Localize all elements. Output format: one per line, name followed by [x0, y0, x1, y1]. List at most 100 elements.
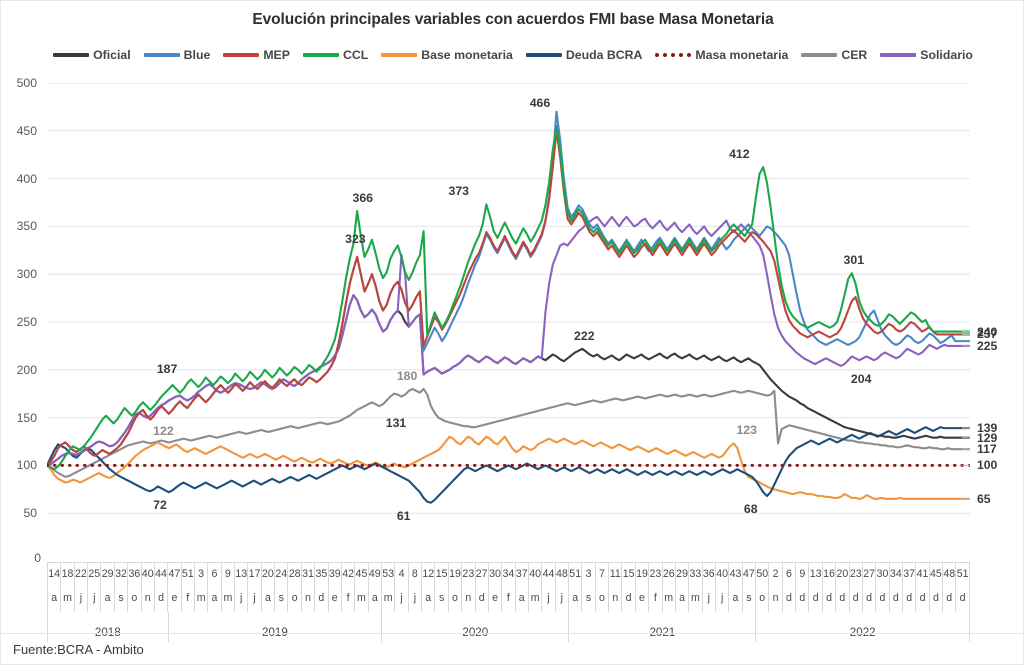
x-axis-month-cell: d — [808, 584, 821, 612]
x-axis-month-cell: d — [821, 584, 835, 612]
x-axis-week-cell: 37 — [902, 562, 916, 584]
legend-item-oficial[interactable]: Oficial — [53, 49, 131, 61]
x-axis-month-cell: d — [955, 584, 970, 612]
x-axis-week-cell: 20 — [260, 562, 275, 584]
legend-label: MEP — [263, 48, 290, 62]
x-axis-week-cell: 47 — [167, 562, 181, 584]
x-axis-month-cell: d — [915, 584, 928, 612]
legend-item-base-monetaria[interactable]: Base monetaria — [381, 49, 513, 61]
x-axis-week-cell: 6 — [207, 562, 221, 584]
legend-item-ccl[interactable]: CCL — [302, 49, 368, 61]
x-axis-week-cell: 37 — [514, 562, 528, 584]
x-axis-month-cell: a — [207, 584, 220, 612]
x-axis-week-cell: 34 — [888, 562, 902, 584]
right-value-label: 129 — [977, 430, 998, 445]
data-annotation: 187 — [156, 362, 178, 377]
x-axis-month-cell: m — [354, 584, 367, 612]
data-annotation: 323 — [345, 232, 366, 247]
right-value-label: 100 — [977, 458, 998, 473]
x-axis-month-cell: e — [487, 584, 501, 612]
legend-label: Oficial — [93, 48, 131, 62]
x-axis-week-cell: 47 — [741, 562, 756, 584]
x-axis-month-cell: o — [755, 584, 768, 612]
x-axis-month-cell: d — [621, 584, 634, 612]
y-axis-tick-label: 400 — [16, 171, 37, 186]
y-axis-tick-label: 300 — [16, 267, 37, 282]
x-axis-month-cell: j — [407, 584, 421, 612]
x-axis-week-cell: 42 — [340, 562, 355, 584]
x-axis-month-cell: s — [113, 584, 127, 612]
series-line-deuda-bcra — [47, 426, 970, 504]
x-axis-month-cell: a — [367, 584, 381, 612]
legend-label: CER — [841, 48, 868, 62]
x-axis-week-cell: 19 — [634, 562, 649, 584]
x-axis-month-cell: j — [554, 584, 568, 612]
plot-svg — [47, 83, 970, 514]
legend-swatch-icon — [801, 53, 838, 58]
x-axis-month-cell: e — [327, 584, 341, 612]
data-annotation: 466 — [529, 95, 551, 110]
y-axis-tick-label: 450 — [16, 123, 37, 138]
x-axis-week-cell: 40 — [140, 562, 154, 584]
x-axis-week-cell: 9 — [795, 562, 809, 584]
legend-item-deuda-bcra[interactable]: Deuda BCRA — [525, 49, 642, 61]
legend-item-cer[interactable]: CER — [801, 49, 867, 61]
x-axis-week-cell: 30 — [875, 562, 889, 584]
x-axis-month-cell: f — [648, 584, 661, 612]
legend-item-masa-monetaria[interactable]: Masa monetaria — [655, 49, 788, 61]
x-axis-month-cell: n — [608, 584, 621, 612]
x-axis-month-cell: a — [728, 584, 741, 612]
legend-label: Solidario — [920, 48, 973, 62]
x-axis-week-cell: 30 — [487, 562, 502, 584]
x-axis-month-cell: d — [474, 584, 488, 612]
chart-title: Evolución principales variables con acue… — [252, 11, 774, 28]
x-axis-week-cell: 45 — [928, 562, 943, 584]
x-axis-month-cell: f — [180, 584, 194, 612]
x-axis-week-cell: 3 — [581, 562, 595, 584]
x-axis-week-cell: 33 — [688, 562, 702, 584]
x-axis-week-cell: 9 — [220, 562, 235, 584]
x-axis-month-cell: d — [153, 584, 167, 612]
x-axis-week-cell: 40 — [527, 562, 542, 584]
right-value-label: 240 — [977, 324, 998, 339]
y-axis-tick-label: 250 — [16, 315, 37, 329]
legend-item-blue[interactable]: Blue — [143, 49, 210, 61]
series-line-mep — [47, 129, 970, 467]
x-axis-week-cell: 22 — [73, 562, 88, 584]
x-axis-month-cell: m — [193, 584, 207, 612]
x-axis-year-cell: 2020 — [381, 612, 568, 642]
x-axis-month-cell: j — [247, 584, 260, 612]
x-axis-month-cell: d — [861, 584, 875, 612]
y-axis-tick-label: 500 — [16, 76, 37, 90]
series-line-solidario — [47, 215, 970, 467]
right-value-label: 225 — [977, 338, 998, 353]
data-annotation: 301 — [843, 253, 865, 268]
x-axis-month-cell: e — [634, 584, 648, 612]
x-axis-month-cell: m — [661, 584, 675, 612]
x-axis-week-cell: 48 — [554, 562, 569, 584]
x-axis-week-cell: 40 — [714, 562, 729, 584]
y-axis-tick-label: 100 — [16, 458, 37, 473]
x-axis-week-cell: 27 — [474, 562, 488, 584]
x-axis-week-cell: 18 — [60, 562, 74, 584]
right-value-labels: 240 237 225 139 129 117 100 65 — [973, 83, 1024, 561]
x-axis-month-cell: d — [314, 584, 327, 612]
x-axis-month-cell: j — [541, 584, 554, 612]
x-axis-month-cell: f — [340, 584, 354, 612]
legend-swatch-icon — [302, 53, 339, 58]
legend-item-mep[interactable]: MEP — [223, 49, 290, 61]
y-axis-tick-label: 50 — [23, 506, 37, 521]
x-axis-month-cell: a — [421, 584, 434, 612]
x-axis-week-cell: 13 — [808, 562, 822, 584]
x-axis-month-cell: f — [501, 584, 514, 612]
data-annotation: 131 — [385, 415, 407, 430]
legend-item-solidario[interactable]: Solidario — [880, 49, 973, 61]
x-axis-week-cell: 27 — [861, 562, 876, 584]
x-axis-month-cell: a — [260, 584, 274, 612]
x-axis-month-cell: d — [942, 584, 955, 612]
x-axis-month-cell: o — [447, 584, 461, 612]
y-axis-zero-label: 0 — [34, 551, 41, 565]
x-axis-month-cell: e — [167, 584, 180, 612]
x-axis-month-cell: d — [835, 584, 848, 612]
